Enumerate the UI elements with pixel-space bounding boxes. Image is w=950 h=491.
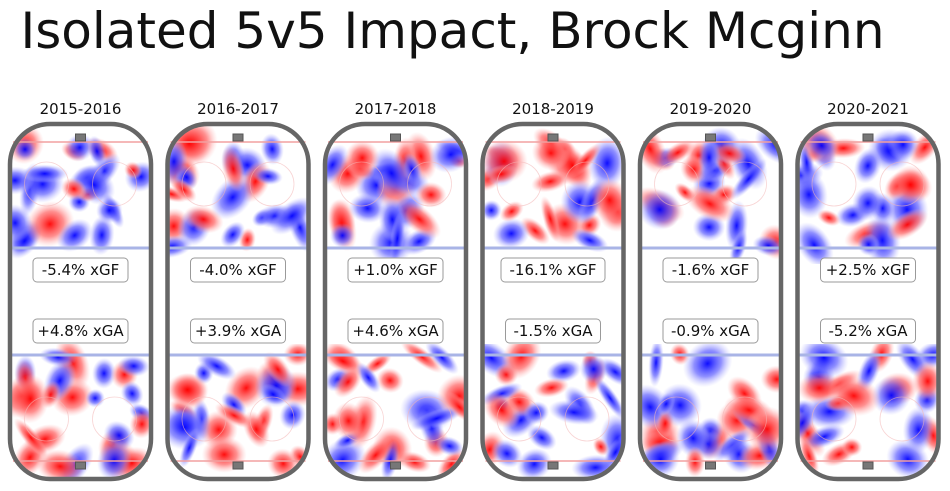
season-label: 2018-2019	[512, 100, 594, 118]
rink-panel-3: 2017-2018 +1.0% xGF +4.6% xGA	[315, 100, 476, 482]
offense-value-label: -16.1% xGF	[510, 261, 597, 279]
defense-value-label: -0.9% xGA	[671, 322, 751, 340]
defense-value-label: +4.8% xGA	[37, 322, 124, 340]
season-label: 2019-2020	[670, 100, 752, 118]
heat-blobs-4	[482, 127, 624, 479]
rink-panel-5: 2019-2020 -1.6% xGF -0.9% xGA	[630, 100, 791, 482]
defense-value-label: -5.2% xGA	[828, 322, 908, 340]
heat-blobs-2	[167, 124, 309, 479]
season-label: 2015-2016	[40, 100, 122, 118]
season-label: 2016-2017	[197, 100, 279, 118]
defense-value-label: +4.6% xGA	[352, 322, 439, 340]
season-label: 2017-2018	[355, 100, 437, 118]
rink-panel-2: 2016-2017 -4.0% xGF +3.9% xGA	[157, 100, 319, 482]
offense-value-label: -5.4% xGF	[42, 261, 119, 279]
chart-title: Isolated 5v5 Impact, Brock Mcginn	[20, 2, 885, 60]
rink-panel-1: 2015-2016 -5.4% xGF +4.8% xGA	[0, 100, 161, 482]
defense-value-label: -1.5% xGA	[513, 322, 593, 340]
defense-value-label: +3.9% xGA	[195, 322, 282, 340]
rink-panel-6: 2020-2021 +2.5% xGF -5.2% xGA	[787, 100, 949, 482]
heat-blobs-5	[640, 124, 781, 478]
offense-value-label: +1.0% xGF	[353, 261, 438, 279]
heat-blobs-6	[797, 124, 939, 479]
offense-value-label: -4.0% xGF	[199, 261, 276, 279]
offense-value-label: -1.6% xGF	[672, 261, 749, 279]
season-label: 2020-2021	[827, 100, 909, 118]
rink-panel-4: 2018-2019 -16.1% xGF -1.5% xGA	[472, 100, 634, 482]
offense-value-label: +2.5% xGF	[826, 261, 911, 279]
